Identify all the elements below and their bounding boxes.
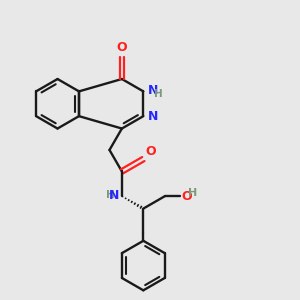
Text: N: N xyxy=(148,110,158,123)
Text: N: N xyxy=(148,84,158,97)
Text: H: H xyxy=(188,188,197,198)
Text: O: O xyxy=(117,41,127,54)
Text: O: O xyxy=(181,190,192,203)
Text: N: N xyxy=(109,189,119,202)
Text: H: H xyxy=(106,190,115,200)
Text: O: O xyxy=(145,145,156,158)
Text: H: H xyxy=(154,89,162,99)
